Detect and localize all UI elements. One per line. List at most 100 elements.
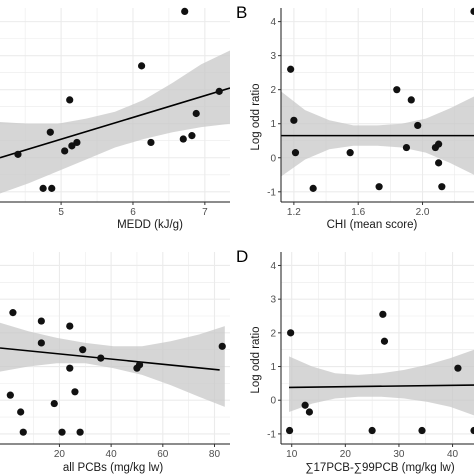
x-tick-label: 2.0 [416,207,430,218]
data-point [9,309,17,317]
data-point [393,86,401,94]
y-axis-title-d: Log odd ratio [250,326,262,393]
data-point [285,426,294,435]
data-point [368,426,376,435]
x-axis-title-d: ∑17PCB-∑99PCB (mg/kg lw) [305,462,454,474]
y-tick-label: -1 [267,187,276,198]
data-point [61,147,69,155]
data-point [68,142,76,150]
data-point [17,408,25,416]
x-tick-label: 30 [393,449,405,460]
data-point [470,426,474,435]
panel-c: 20 40 60 80 [0,252,230,460]
data-point [218,342,226,350]
data-point [438,183,446,191]
data-point [97,354,105,362]
data-point [290,116,298,124]
data-point [470,7,474,16]
panel-d: 10 20 30 40 -1 0 1 2 3 4 [267,252,474,460]
data-point [407,96,415,104]
x-tick-label: 5 [58,207,64,218]
panel-b: 1.2 1.6 2.0 -1 0 1 2 3 4 [267,7,474,218]
x-tick-label: 20 [340,449,352,460]
regression-line [0,347,220,371]
data-point [58,428,66,436]
x-tick-label: 20 [54,449,66,460]
data-point [291,149,300,157]
data-point [66,96,74,104]
panel-label-d: D [236,247,248,266]
regression-line [289,384,474,389]
data-point [215,87,223,95]
x-tick-label: 60 [157,449,169,460]
y-tick-label: 1 [270,119,276,130]
panel-label-b: B [236,3,247,22]
data-point [414,121,422,130]
data-point [309,184,317,192]
x-tick-label: 40 [106,449,118,460]
x-axis-title-b: CHI (mean score) [327,219,418,231]
data-point [66,322,74,330]
data-point [39,184,47,192]
x-tick-label: 7 [202,207,208,218]
x-axis-title-c: all PCBs (mg/kg lw) [63,462,163,474]
data-point [66,364,74,372]
data-point [46,128,54,136]
confidence-band [0,50,230,194]
data-point [375,183,383,191]
data-point [147,138,155,147]
data-point [435,159,443,167]
data-point [287,329,295,337]
panel-a: 5 6 7 [0,7,230,218]
x-tick-label: 40 [447,449,459,460]
data-point [135,361,144,369]
y-axis-title-b: Log odd ratio [250,83,262,150]
x-tick-label: 1.6 [351,207,365,218]
data-point [73,138,81,147]
data-point [6,391,14,399]
data-point [188,132,196,140]
y-tick-label: 2 [270,85,276,96]
data-point [71,388,79,396]
x-tick-label: 6 [130,207,136,218]
data-point [379,310,387,318]
data-point [37,317,45,325]
data-point [305,408,314,416]
y-tick-label: 0 [270,153,276,164]
data-point [79,346,87,354]
regression-line [0,87,230,159]
y-tick-label: 1 [270,362,276,373]
data-point [76,428,84,436]
confidence-band [289,349,474,416]
data-point [50,399,58,408]
confidence-band [281,91,474,177]
data-point [435,140,443,148]
x-tick-label: 1.2 [287,207,301,218]
data-point [402,143,411,152]
y-tick-label: -1 [267,429,276,440]
x-tick-label: 80 [209,449,221,460]
data-point [137,62,146,70]
x-tick-label: 10 [286,449,298,460]
data-point [192,109,200,118]
data-point [301,401,309,409]
y-tick-label: 3 [270,295,276,306]
data-point [37,339,45,347]
y-tick-label: 0 [270,396,276,407]
data-point [380,337,389,345]
data-point [179,135,187,143]
data-point [454,364,462,372]
y-tick-label: 3 [270,51,276,62]
data-point [346,149,354,157]
data-point [418,426,426,435]
data-point [287,65,295,73]
grid [281,8,474,202]
data-point [48,184,56,192]
data-point [19,428,27,436]
x-axis-title-a: MEDD (kJ/g) [117,219,183,231]
confidence-band [0,322,225,407]
data-point [181,7,189,16]
y-tick-label: 4 [270,261,276,272]
y-tick-label: 2 [270,328,276,339]
